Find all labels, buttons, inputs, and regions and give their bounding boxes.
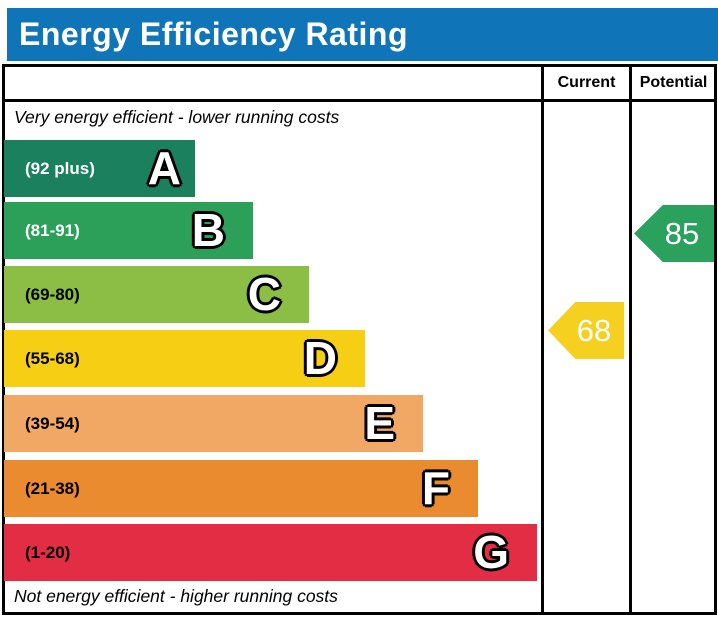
band-c-range-label: (69-80) <box>25 284 80 304</box>
band-e-range-label: (39-54) <box>25 413 80 433</box>
potential-column-divider <box>629 64 632 615</box>
band-c-letter: C <box>247 267 281 320</box>
band-b-range-label: (81-91) <box>25 220 80 240</box>
band-f-letter: F <box>421 461 450 514</box>
potential-column-header: Potential <box>639 74 708 91</box>
band-a-range-label: (92 plus) <box>25 158 95 178</box>
chart-title-bar: Energy Efficiency Rating <box>7 8 718 61</box>
page-title: Energy Efficiency Rating <box>19 16 408 52</box>
potential-rating-value: 85 <box>664 215 700 251</box>
top-note: Very energy efficient - lower running co… <box>14 107 340 127</box>
current-rating-value: 68 <box>576 312 612 348</box>
band-b: (81-91) B <box>4 202 253 259</box>
band-e-letter: E <box>364 396 395 449</box>
band-d-range-label: (55-68) <box>25 348 80 368</box>
band-g: (1-20) G <box>4 524 537 581</box>
band-a-letter: A <box>147 141 181 194</box>
header-row-divider <box>2 99 717 102</box>
band-b-letter: B <box>191 203 225 256</box>
current-column-header: Current <box>557 74 616 91</box>
band-g-letter: G <box>473 525 509 578</box>
band-c: (69-80) C <box>4 266 309 323</box>
band-d-letter: D <box>303 331 337 384</box>
band-g-range-label: (1-20) <box>25 542 71 562</box>
band-a: (92 plus) A <box>4 140 195 197</box>
band-f: (21-38) F <box>4 460 478 517</box>
band-d: (55-68) D <box>4 330 365 387</box>
band-f-range-label: (21-38) <box>25 478 80 498</box>
bottom-note: Not energy efficient - higher running co… <box>14 586 338 606</box>
current-column-divider <box>541 64 544 615</box>
band-e: (39-54) E <box>4 395 423 452</box>
